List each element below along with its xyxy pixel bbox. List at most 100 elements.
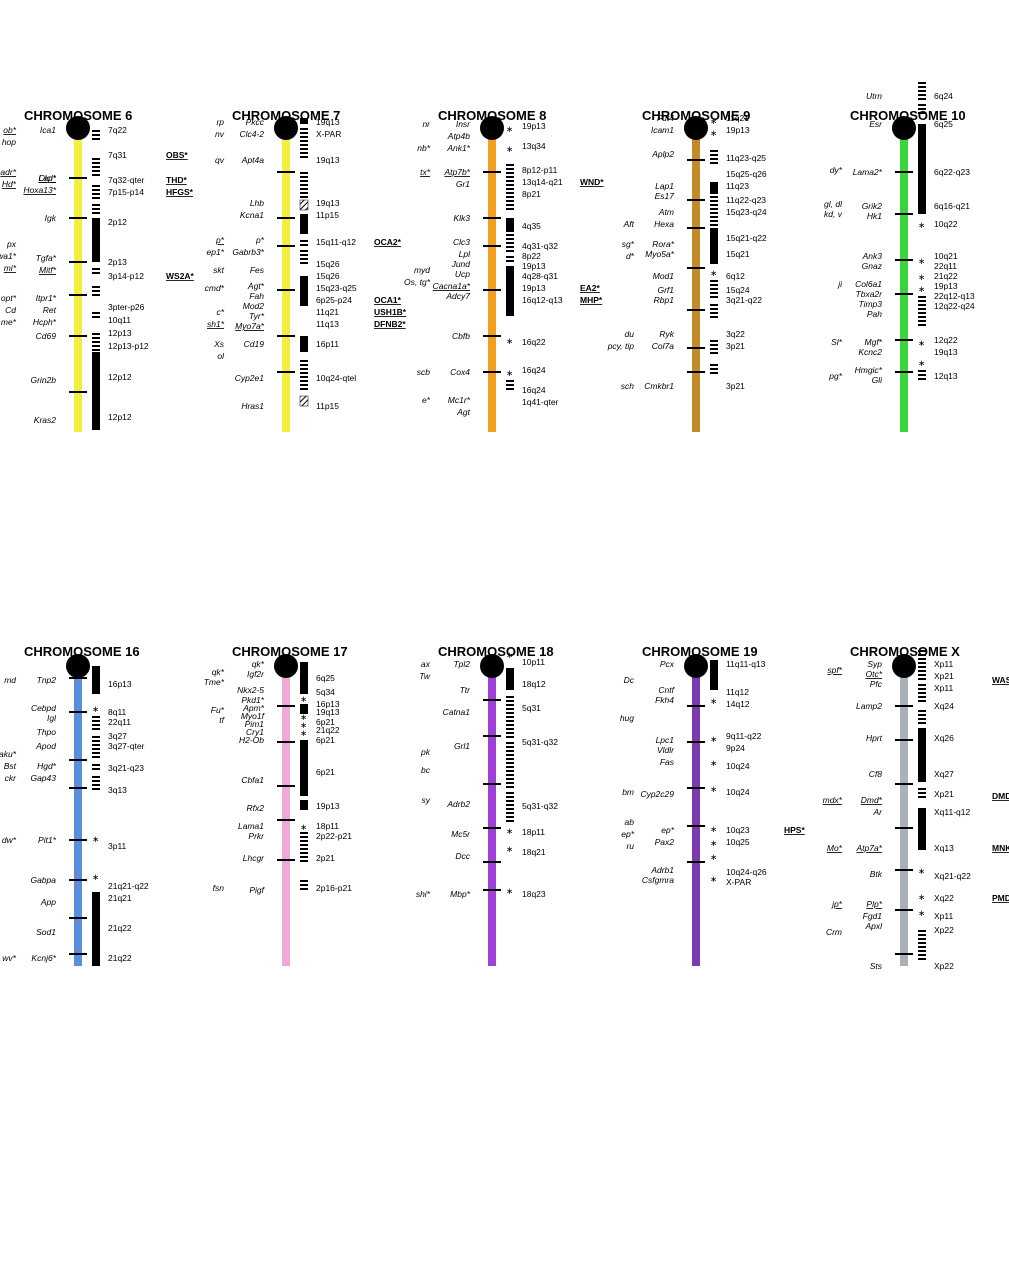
homology-segment-dashed [300,840,308,842]
homology-segment-dashed [92,744,100,746]
mouse-mutant-label: bc [421,765,431,775]
human-band-label: 7q31 [108,150,127,160]
homology-segment-solid [300,336,308,352]
human-band-label: 16p13 [316,699,340,709]
homology-segment-dashed [92,736,100,738]
human-band-label: 19q13 [316,198,340,208]
homology-segment-dashed [710,352,718,354]
mouse-mutant-label: kd, v [824,209,843,219]
mouse-mutant-label: pcy, tip [607,341,635,351]
human-band-label: 11q23-q25 [726,153,766,163]
homology-segment-dashed [506,242,514,244]
human-band-label: 18p11 [316,821,339,831]
human-band-label: 15q21-q22 [726,233,767,243]
mouse-gene-label: Dmd* [861,795,883,805]
homology-segment-dashed [92,170,100,172]
human-disease-label: EA2* [580,283,601,293]
human-disease-label: USH1B* [374,307,407,317]
homology-segment-dashed [92,162,100,164]
centromere-dot [684,654,708,678]
homology-segment-solid [918,728,926,782]
homology-asterisk: ∗ [506,124,513,134]
homology-segment-dashed [300,172,308,174]
homology-segment-dashed [918,112,926,114]
mouse-gene-label: Fes [250,265,265,275]
centromere-dot [892,116,916,140]
chromosome-title: CHROMOSOME 18 [438,644,554,659]
human-band-label: 5q34 [316,687,335,697]
homology-segment-dashed [506,728,514,730]
human-disease-label: HPS* [784,825,805,835]
human-disease-label: MHP* [580,295,603,305]
homology-segment-solid [710,182,718,194]
human-band-label: 10q25 [726,837,750,847]
mouse-mutant-label: Cd [5,305,16,315]
mouse-gene-label: Gap43 [30,773,56,783]
mouse-gene-label: Apxl [864,921,883,931]
homology-segment-dashed [506,724,514,726]
homology-segment-dashed [300,148,308,150]
homology-segment-dashed [300,188,308,190]
chromosome-title: CHROMOSOME 7 [232,108,340,123]
homology-segment-dashed [92,337,100,339]
mouse-gene-label: Rfx2 [247,803,265,813]
homology-segment-dashed [92,748,100,750]
mouse-gene-label: Myo5a* [645,249,675,259]
homology-segment-dashed [918,316,926,318]
homology-segment-dashed [506,758,514,760]
homology-segment-dashed [710,204,718,206]
homology-segment-dashed [92,312,100,314]
mouse-gene-label: Lama1 [238,821,264,831]
homology-segment-dashed [918,792,926,794]
human-band-label: 12q22-q24 [934,301,975,311]
homology-segment-dashed [506,388,514,390]
human-band-label: 21q22 [108,953,132,963]
human-band-label: Xq26 [934,733,954,743]
human-band-label: 8p12-p11 [522,165,558,175]
chromosome-panel-9: ∗ ∗ ∗ ∗ ∗ ∗ ∗ ∗ 11q11-q13 11q12 14q12 9q11-q22 9p24 1… [620,644,805,966]
human-band-label: 6q12 [726,271,745,281]
homology-segment-dashed [918,300,926,302]
homology-segment-dashed [918,312,926,314]
homology-segment-dashed [300,144,308,146]
mouse-gene-label: Sod1 [36,927,56,937]
mouse-gene-label: Nkx2-5 [237,685,264,695]
mouse-gene-label: Fkh4 [655,695,674,705]
mouse-mutant-label: px [6,239,17,249]
homology-segment-dashed [506,704,514,706]
human-band-label: 15q23-q24 [726,207,767,217]
mouse-mutant-label: mdx* [823,795,843,805]
mouse-mutant-label: dw* [2,835,17,845]
homology-segment-dashed [92,272,100,274]
human-band-label: 9p24 [726,743,745,753]
mouse-mutant-label: ru [626,841,634,851]
homology-segment-dashed [506,720,514,722]
homology-segment-dashed [92,138,100,140]
human-band-label: Xp11 [934,911,953,921]
homology-segment-dashed [92,268,100,270]
homology-segment-dashed [918,378,926,380]
mouse-gene-label: Utrn [866,91,882,101]
homology-segment-dashed [918,94,926,96]
mouse-gene-label: Mc1r* [448,395,471,405]
mouse-gene-label: Hoxa13* [23,185,56,195]
human-band-label: 10q24-q26 [726,867,767,877]
homology-asterisk: ∗ [918,338,925,348]
human-band-label: Xq11-q12 [934,807,971,817]
homology-segment-dashed [506,384,514,386]
homology-segment-dashed [300,364,308,366]
mouse-mutant-label: hop [2,137,16,147]
human-band-label: 7q22 [108,125,127,135]
homology-asterisk: ∗ [710,758,717,768]
mouse-gene-label: Mod2 [243,301,265,311]
homology-segment-dashed [710,348,718,350]
mouse-mutant-label: ji [837,279,843,289]
human-band-label: 2p13 [108,257,127,267]
mouse-mutant-label: wa1* [0,251,17,261]
human-disease-label: WAS* [992,675,1009,685]
human-band-label: 15q26 [316,271,340,281]
human-band-label: 3q13 [108,785,127,795]
human-band-label: 12p12 [108,372,132,382]
